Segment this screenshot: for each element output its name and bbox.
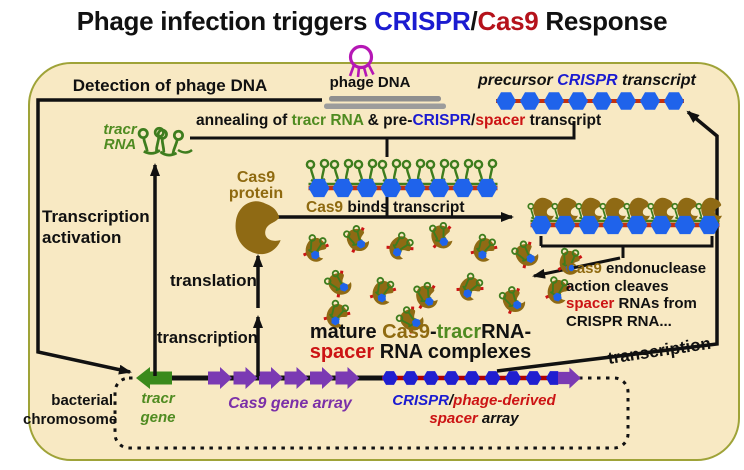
flow-arrows: [36, 98, 719, 376]
crispr-array-line2: spacer array: [390, 410, 558, 428]
cas9-protein-line1: Cas9: [236, 169, 276, 186]
title-part-crispr: CRISPR: [374, 6, 471, 36]
cas9-protein-label: Cas9 protein: [226, 170, 286, 202]
mature-part-complexes: RNA complexes: [374, 341, 532, 363]
tracr-gene-line2: gene: [140, 409, 176, 426]
annealing-part-6: transcript: [525, 112, 602, 129]
transcription-activation-label: Transcription activation: [42, 206, 162, 248]
cas9-binds-transcript-label: Cas9 binds transcript: [306, 199, 476, 217]
binds-part-rest: binds transcript: [347, 199, 465, 216]
precursor-part: precursor: [478, 72, 558, 89]
crispr-array-line1: CRISPR/phage-derived: [390, 392, 558, 410]
phage-dna-icon: [324, 96, 446, 109]
title-part-slash: /: [470, 6, 478, 36]
endo-part-rest1: endonuclease: [601, 260, 707, 277]
binds-part-cas9: Cas9: [306, 199, 348, 216]
bacterial-line1: bacterial: [51, 392, 113, 409]
title-part-response: Response: [538, 6, 668, 36]
tracr-rna-line2: RNA: [103, 136, 137, 153]
mature-part-dash: -: [429, 321, 437, 343]
precursor-transcript-part: transcript: [617, 72, 696, 89]
precursor-crispr-transcript-label: precursor CRISPR transcript: [478, 72, 696, 90]
endonuclease-line3: spacer RNAs from: [566, 295, 726, 313]
crispr-spacer-array-icon: [382, 371, 562, 385]
annealing-part-0: annealing of: [196, 112, 292, 129]
page-title: Phage infection triggers CRISPR/Cas9 Res…: [0, 6, 744, 37]
array-part-crispr: CRISPR: [392, 392, 449, 409]
endonuclease-line2: action cleaves: [566, 277, 669, 295]
cell-panel: [28, 62, 740, 461]
detection-feedback-arrow: [36, 98, 322, 375]
tracr-rna-line1: tracr: [103, 121, 137, 138]
endo-part-cas9: Cas9: [566, 260, 602, 277]
translation-label: translation: [170, 271, 257, 290]
endo-part-rest3: RNAs from: [614, 295, 697, 312]
mature-part-tracr: tracr: [436, 321, 482, 343]
crispr-spacer-array-label: CRISPR/phage-derived spacer array: [390, 392, 558, 428]
mature-line1: mature Cas9-tracrRNA-: [303, 322, 538, 342]
mature-part-0: mature: [309, 321, 383, 343]
array-part-array: array: [477, 410, 519, 427]
cleavage-bracket: [539, 236, 714, 248]
endonuclease-line4: CRISPR RNA...: [566, 312, 672, 330]
annealing-part-slash: /: [471, 112, 476, 129]
annealing-part-spacer: spacer: [475, 112, 526, 129]
annealing-part-crispr: CRISPR: [412, 112, 472, 129]
cas9-gene-array-label: Cas9 gene array: [228, 395, 352, 412]
array-part-phage: phage-derived: [453, 392, 556, 409]
precursor-crispr-transcript-icon: [496, 92, 684, 110]
endonuclease-label: Cas9 endonuclease action cleaves spacer …: [566, 260, 726, 330]
array-transcription-arrow: [496, 110, 719, 373]
annealing-part-2: & pre-: [363, 112, 413, 129]
mature-line2: spacer RNA complexes: [303, 342, 538, 362]
cas9-protein-line2: protein: [228, 185, 284, 202]
annealing-bracket: [190, 121, 576, 140]
mature-part-spacer: spacer: [309, 341, 375, 363]
endo-part-spacer: spacer: [566, 295, 615, 312]
annealing-label: annealing of tracr RNA & pre-CRISPR/spac…: [196, 112, 601, 130]
cas9-bound-transcript-icon: [527, 197, 722, 235]
transcription-left-label: transcription: [157, 329, 258, 347]
array-part-slash: /: [448, 392, 454, 409]
genome-line: [136, 367, 581, 389]
bacterial-chromosome-outline: [113, 376, 630, 450]
phage-dna-label: phage DNA: [329, 74, 411, 91]
detection-of-phage-dna-label: Detection of phage DNA: [72, 76, 268, 95]
transcription-activation-line1: Transcription: [42, 207, 150, 226]
mature-complexes-label: mature Cas9-tracrRNA- spacer RNA complex…: [303, 322, 538, 362]
mature-part-cas9: Cas9: [382, 321, 430, 343]
cleavage-arrow: [532, 256, 621, 279]
title-part-black: Phage infection triggers: [76, 6, 375, 36]
transcription-activation-line2: activation: [42, 228, 122, 247]
array-part-spacer: spacer: [429, 410, 478, 427]
bacterial-chromosome-label: bacterial chromosome: [23, 391, 118, 429]
title-part-cas9: Cas9: [477, 6, 539, 36]
annealing-part-tracr: tracr RNA: [291, 112, 364, 129]
precursor-crispr-part: CRISPR: [557, 72, 618, 89]
tracr-rna-icon: [137, 126, 193, 159]
annealed-tracr-transcript-icon: [305, 158, 498, 198]
tracr-gene-label: tracr gene: [134, 389, 182, 427]
tracr-rna-label: tracr RNA: [100, 122, 140, 152]
tracr-gene-line1: tracr: [141, 390, 175, 407]
mature-part-rna: RNA-: [481, 321, 532, 343]
bacterial-line2: chromosome: [23, 411, 118, 428]
endonuclease-line1: Cas9 endonuclease: [566, 260, 726, 278]
